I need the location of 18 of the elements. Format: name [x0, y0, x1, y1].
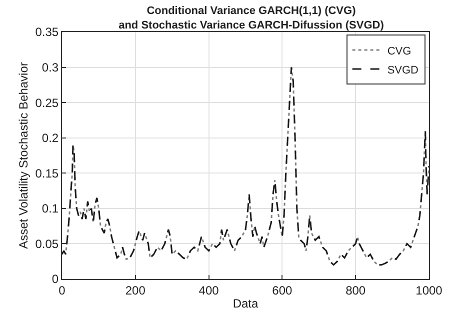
y-tick-label: 0.25 — [35, 96, 59, 110]
y-axis-title: Asset Volatility Stochastic Behavior — [16, 62, 31, 249]
y-tick-label: 0.35 — [35, 25, 59, 40]
y-tick-label: 0.15 — [35, 166, 59, 180]
y-tick-label: 0.05 — [35, 236, 59, 251]
legend-label: SVGD — [387, 64, 419, 76]
x-tick-label: 600 — [272, 283, 293, 298]
x-tick-label: 200 — [125, 283, 146, 298]
legend-label: CVG — [387, 45, 412, 58]
x-tick-label: 800 — [346, 283, 366, 298]
x-tick-label: 1000 — [416, 283, 443, 298]
y-tick-label: 0.1 — [42, 202, 59, 216]
y-tick-label: 0.2 — [42, 131, 59, 146]
chart-title: Conditional Variance GARCH(1,1) (CVG) and Stochastic Variance GARCH-Difussion (SVGD) — [118, 5, 384, 32]
x-axis-title: Data — [232, 296, 258, 310]
x-tick-label: 400 — [198, 283, 220, 298]
y-tick-label: 0.3 — [42, 60, 59, 74]
y-tick-label: 0 — [52, 272, 59, 286]
